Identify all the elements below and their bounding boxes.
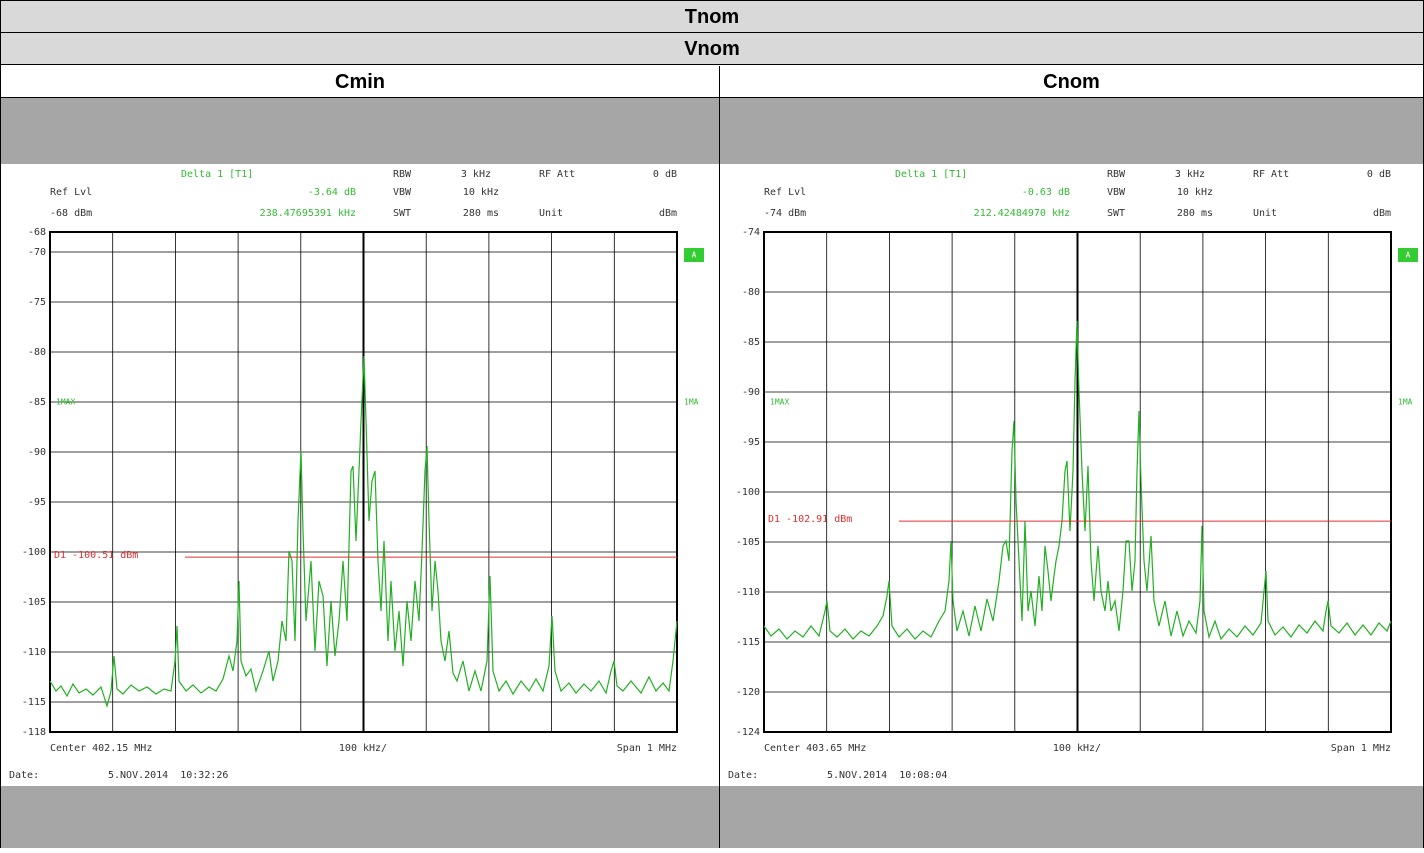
y-tick-label: -105	[22, 597, 46, 608]
vbw-label: VBW	[393, 187, 412, 198]
y-tick-label: -80	[742, 287, 760, 298]
column-header: Cmin	[1, 66, 719, 98]
y-tick-label: -110	[736, 587, 760, 598]
y-tick-label: -95	[28, 497, 46, 508]
graticule-frame	[49, 231, 678, 733]
vbw: 10 kHz	[463, 187, 499, 198]
screen-badge-box	[1398, 248, 1418, 262]
spectrum-plot: -74 -80 -85 -90 -95 -100 -105 -110 -115 -120 -124 D…	[720, 164, 1423, 786]
center: Center 403.65 MHz	[764, 743, 866, 754]
marker-delta: -0.63 dB	[1022, 187, 1070, 198]
y-tick-label: -90	[742, 387, 760, 398]
y-tick-label: -85	[28, 397, 46, 408]
swt-label: SWT	[393, 208, 411, 219]
ref-level: -68 dBm	[50, 208, 92, 219]
y-tick-label: -90	[28, 447, 46, 458]
graticule-frame	[763, 231, 1392, 733]
att-label: RF Att	[539, 169, 575, 180]
plot-cell: -68 -70 -75 -80 -85 -90 -95 -100 -105 -110 -115 -11…	[1, 98, 719, 848]
y-tick-label: -75	[28, 297, 46, 308]
y-tick-label: -85	[742, 337, 760, 348]
trace	[49, 355, 678, 709]
plot-cell: -74 -80 -85 -90 -95 -100 -105 -110 -115 -120 -124 D…	[720, 98, 1423, 848]
ref-label: Ref Lvl	[50, 187, 92, 198]
row-header: Vnom	[1, 33, 1423, 65]
screen-badge: A	[692, 251, 697, 260]
span: Span 1 MHz	[1331, 743, 1391, 754]
rbw-label: RBW	[1107, 169, 1126, 180]
trace-label-right: 1MA	[1398, 398, 1413, 407]
att-label: RF Att	[1253, 169, 1289, 180]
row-header: Tnom	[1, 1, 1423, 33]
div: 100 kHz/	[1053, 743, 1101, 754]
marker-freq: 212.42484970 kHz	[974, 208, 1070, 219]
span: Span 1 MHz	[617, 743, 677, 754]
marker: Delta 1 [T1]	[181, 169, 253, 180]
y-tick-label: -70	[28, 247, 46, 258]
spectrum-plot: -68 -70 -75 -80 -85 -90 -95 -100 -105 -110 -115 -11…	[1, 164, 719, 786]
unit-label: Unit	[539, 208, 563, 219]
rbw: 3 kHz	[1175, 169, 1205, 180]
vbw-label: VBW	[1107, 187, 1126, 198]
column-divider	[719, 66, 720, 848]
y-tick-label: -68	[28, 227, 46, 238]
y-tick-label: -110	[22, 647, 46, 658]
y-tick-label: -115	[22, 697, 46, 708]
date: 5.NOV.2014 10:08:04	[827, 770, 947, 781]
swt: 280 ms	[463, 208, 499, 219]
div: 100 kHz/	[339, 743, 387, 754]
screen-badge: A	[1406, 251, 1411, 260]
marker: Delta 1 [T1]	[895, 169, 967, 180]
marker-freq: 238.47695391 kHz	[260, 208, 356, 219]
y-tick-label: -120	[736, 687, 760, 698]
y-tick-label: -105	[736, 537, 760, 548]
y-tick-label: -95	[742, 437, 760, 448]
column-header: Cnom	[720, 66, 1423, 98]
trace-label: 1MAX	[770, 398, 789, 407]
y-tick-label: -74	[742, 227, 760, 238]
y-tick-label: -115	[736, 637, 760, 648]
y-tick-label: -80	[28, 347, 46, 358]
ref-label: Ref Lvl	[764, 187, 806, 198]
center: Center 402.15 MHz	[50, 743, 152, 754]
rbw-label: RBW	[393, 169, 412, 180]
trace	[763, 320, 1392, 641]
swt-label: SWT	[1107, 208, 1125, 219]
trace-label: 1MAX	[56, 398, 75, 407]
date: 5.NOV.2014 10:32:26	[108, 770, 228, 781]
att: 0 dB	[1367, 169, 1391, 180]
unit: dBm	[659, 208, 677, 219]
vbw: 10 kHz	[1177, 187, 1213, 198]
unit: dBm	[1373, 208, 1391, 219]
y-tick-label: -100	[22, 547, 46, 558]
ref-level: -74 dBm	[764, 208, 806, 219]
date-label: Date:	[728, 770, 758, 781]
y-tick-label: -124	[736, 727, 760, 738]
marker-delta: -3.64 dB	[308, 187, 356, 198]
date-label: Date:	[9, 770, 39, 781]
screen	[1, 164, 719, 786]
unit-label: Unit	[1253, 208, 1277, 219]
display-line-label: D1 -100.51 dBm	[54, 550, 138, 561]
trace-label-right: 1MA	[684, 398, 699, 407]
y-tick-label: -118	[22, 727, 46, 738]
swt: 280 ms	[1177, 208, 1213, 219]
display-line-label: D1 -102.91 dBm	[768, 514, 852, 525]
y-tick-label: -100	[736, 487, 760, 498]
rbw: 3 kHz	[461, 169, 491, 180]
screen-badge-box	[684, 248, 704, 262]
att: 0 dB	[653, 169, 677, 180]
screen	[720, 164, 1423, 786]
